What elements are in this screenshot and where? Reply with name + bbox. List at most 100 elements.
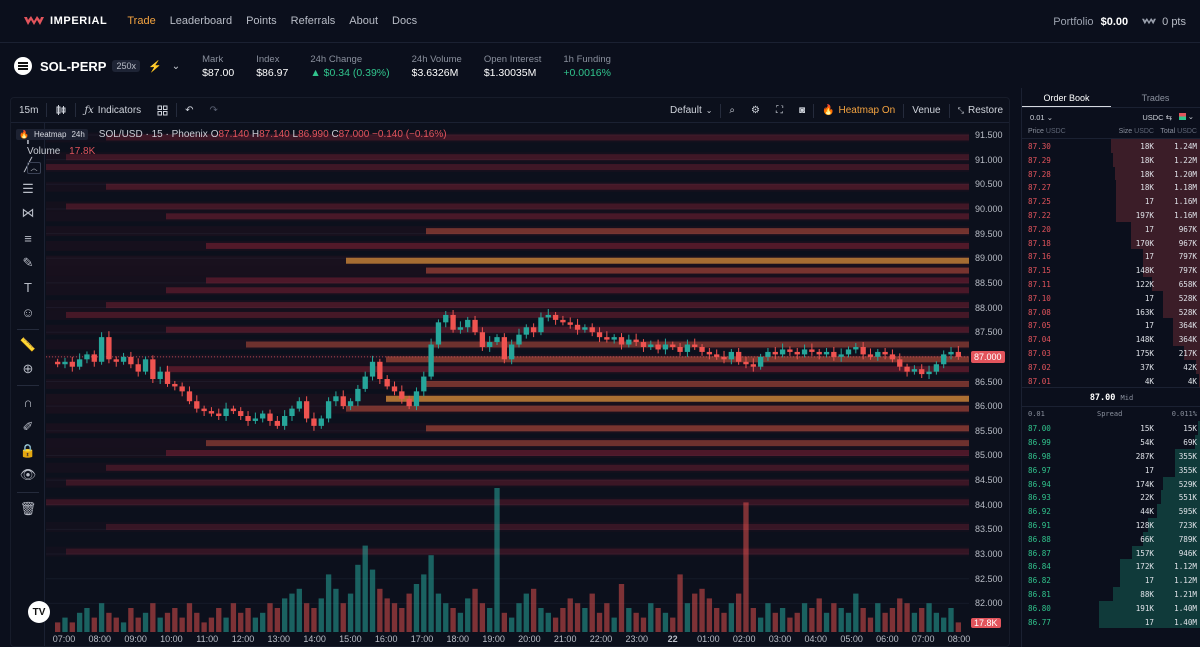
fib-tool[interactable]: ≡: [19, 229, 37, 247]
price-axis[interactable]: 91.500 91.000 90.500 90.000 89.500 89.000 88.5…: [969, 124, 1009, 634]
time-tick: 14:00: [303, 634, 326, 644]
heatmap-toggle[interactable]: 🔥 Heatmap On: [814, 98, 903, 123]
ask-row[interactable]: 87.11 122K 658K: [1022, 276, 1200, 291]
ask-row[interactable]: 87.25 17 1.16M: [1022, 194, 1200, 208]
bid-row[interactable]: 86.88 66K 789K: [1022, 531, 1200, 546]
candle-body: [897, 359, 903, 367]
bid-row[interactable]: 86.81 88K 1.21M: [1022, 586, 1200, 601]
bid-row[interactable]: 87.00 15K 15K: [1022, 421, 1200, 436]
bid-row[interactable]: 86.94 174K 529K: [1022, 476, 1200, 491]
horizontal-lines-tool[interactable]: ☰: [19, 180, 37, 198]
market-chevron-down-icon[interactable]: ⌄: [171, 60, 181, 72]
undo-button[interactable]: ↶: [177, 98, 201, 123]
nav-link-referrals[interactable]: Referrals: [290, 15, 336, 27]
bid-row[interactable]: 86.92 44K 595K: [1022, 504, 1200, 518]
bid-row[interactable]: 86.82 17 1.12M: [1022, 573, 1200, 587]
ask-row[interactable]: 87.16 17 797K: [1022, 249, 1200, 264]
zoom-tool[interactable]: ⊕: [19, 360, 37, 378]
orderbook-header: Price USDC Size USDC Total USDC: [1022, 126, 1200, 139]
tick-size-select[interactable]: 0.01 ⌄: [1030, 113, 1053, 122]
market-symbol[interactable]: SOL-PERP: [40, 58, 107, 74]
currency-select[interactable]: USDC ⇆: [1142, 113, 1172, 122]
bid-row[interactable]: 86.91 128K 723K: [1022, 517, 1200, 532]
points-display[interactable]: 0 pts: [1142, 16, 1186, 28]
ask-row[interactable]: 87.05 17 364K: [1022, 318, 1200, 333]
heatmap-chip[interactable]: 🔥 Heatmap 24h: [16, 129, 88, 140]
ask-row[interactable]: 87.03 175K 217K: [1022, 345, 1200, 360]
price-chart[interactable]: [46, 124, 969, 634]
toolbar-divider: [46, 103, 48, 117]
tab-trades[interactable]: Trades: [1141, 93, 1170, 103]
price-tick: 85.500: [975, 425, 1003, 436]
nav-link-trade[interactable]: Trade: [127, 15, 156, 27]
stay-drawing-tool[interactable]: ✐: [19, 418, 37, 436]
ask-row[interactable]: 87.27 18K 1.18M: [1022, 180, 1200, 195]
time-tick: 08:00: [88, 634, 112, 644]
emoji-tool[interactable]: ☺: [19, 303, 37, 321]
delete-tool[interactable]: 🗑: [19, 500, 37, 518]
heatmap-band: [426, 267, 969, 274]
text-tool[interactable]: T: [19, 278, 37, 296]
tab-order-book[interactable]: Order Book: [1022, 88, 1111, 107]
bid-row[interactable]: 86.98 287K 355K: [1022, 448, 1200, 463]
hide-tool[interactable]: 👁: [19, 466, 37, 484]
screenshot-button[interactable]: ◙: [791, 98, 813, 123]
header-unit: USDC: [1134, 128, 1154, 135]
currency-value: USDC: [1142, 113, 1164, 122]
heatmap-glow: [46, 477, 969, 488]
legend-collapse-button[interactable]: ︿: [27, 162, 41, 174]
interval-button[interactable]: 15m: [11, 98, 46, 123]
brush-tool[interactable]: ✎: [19, 254, 37, 272]
ask-row[interactable]: 87.15 148K 797K: [1022, 263, 1200, 277]
lock-tool[interactable]: 🔒: [19, 442, 37, 460]
ask-row[interactable]: 87.22 197K 1.16M: [1022, 207, 1200, 222]
pattern-tool[interactable]: ⋈: [19, 204, 37, 222]
ask-row[interactable]: 87.18 170K 967K: [1022, 235, 1200, 250]
bid-row[interactable]: 86.99 54K 69K: [1022, 435, 1200, 449]
measure-tool[interactable]: 📏: [19, 336, 37, 354]
venue-button[interactable]: Venue: [904, 98, 948, 123]
view-mode-select[interactable]: ⌄: [1178, 112, 1194, 121]
time-axis[interactable]: 07:00 08:00 09:00 10:00 11:00 12:00 13:00 14:00…: [46, 634, 971, 646]
ask-row[interactable]: 87.10 17 528K: [1022, 290, 1200, 305]
candle-body: [948, 351, 954, 355]
nav-link-docs[interactable]: Docs: [392, 15, 418, 27]
bid-total: 69K: [1183, 438, 1197, 448]
volume-value: 17.8K: [69, 146, 96, 157]
ask-row[interactable]: 87.02 37K 42K: [1022, 359, 1200, 374]
candle-body: [62, 361, 68, 365]
bid-row[interactable]: 86.77 17 1.40M: [1022, 614, 1200, 629]
bid-row[interactable]: 86.84 172K 1.12M: [1022, 559, 1200, 574]
indicators-button[interactable]: ƒx Indicators: [76, 98, 149, 123]
ask-row[interactable]: 87.30 18K 1.24M: [1022, 139, 1200, 153]
layouts-button[interactable]: [149, 98, 176, 123]
restore-button[interactable]: ⤡ Restore: [950, 98, 1009, 123]
magnet-tool[interactable]: ∩: [19, 393, 37, 411]
bid-price: 86.84: [1028, 562, 1051, 572]
ask-row[interactable]: 87.01 4K 4K: [1022, 373, 1200, 388]
brand-logo[interactable]: IMPERIAL: [24, 15, 107, 27]
fullscreen-button[interactable]: ⛶: [768, 98, 791, 123]
heatmap-band: [386, 395, 969, 402]
heatmap-glow: [46, 497, 969, 508]
nav-link-points[interactable]: Points: [246, 15, 277, 27]
ask-row[interactable]: 87.29 18K 1.22M: [1022, 152, 1200, 167]
ask-row[interactable]: 87.28 18K 1.20M: [1022, 166, 1200, 181]
bid-row[interactable]: 86.87 157K 946K: [1022, 545, 1200, 560]
chart-type-button[interactable]: [47, 98, 75, 123]
ask-row[interactable]: 87.08 163K 528K: [1022, 304, 1200, 319]
tradingview-logo-icon[interactable]: TV: [28, 601, 50, 623]
settings-button[interactable]: ⚙: [743, 98, 768, 123]
bid-row[interactable]: 86.93 22K 551K: [1022, 490, 1200, 505]
bid-row[interactable]: 86.97 17 355K: [1022, 462, 1200, 477]
ask-row[interactable]: 87.04 148K 364K: [1022, 332, 1200, 346]
nav-link-about[interactable]: About: [349, 15, 379, 27]
redo-button[interactable]: ↷: [202, 98, 226, 123]
nav-link-leaderboard[interactable]: Leaderboard: [169, 15, 233, 27]
ask-row[interactable]: 87.20 17 967K: [1022, 221, 1200, 236]
layout-select[interactable]: Default ⌄: [662, 98, 720, 123]
candle-body: [303, 401, 310, 419]
portfolio-summary[interactable]: Portfolio $0.00: [1053, 16, 1128, 28]
quick-search-button[interactable]: ⌕: [721, 98, 743, 123]
bid-row[interactable]: 86.80 191K 1.40M: [1022, 600, 1200, 615]
